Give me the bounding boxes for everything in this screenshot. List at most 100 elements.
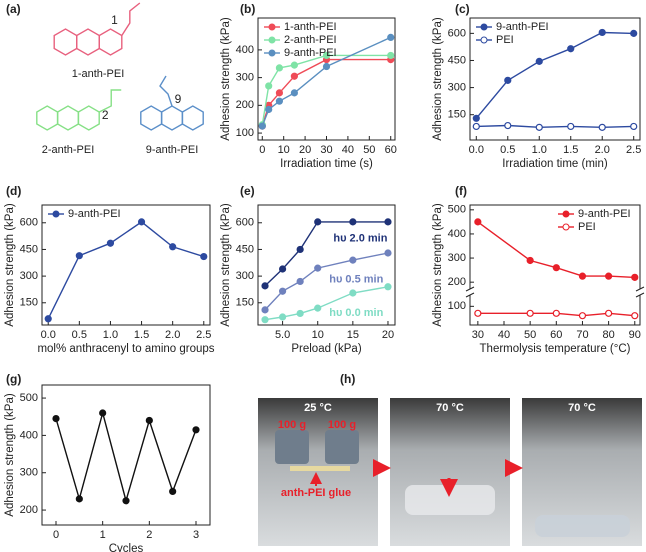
x-tick-label: 40 — [498, 329, 510, 341]
legend-marker — [268, 49, 276, 57]
plot-frame — [41, 204, 211, 326]
x-tick-label: 10 — [312, 329, 324, 341]
ring — [75, 28, 101, 56]
series-line — [477, 221, 635, 279]
x-tick-label: 2.0 — [595, 144, 610, 156]
panel-letter: (g) — [6, 372, 21, 386]
data-point — [631, 312, 639, 320]
y-tick-label: 600 — [448, 27, 466, 39]
data-point — [275, 89, 284, 97]
legend-marker — [480, 36, 488, 44]
data-point — [169, 243, 177, 251]
x-tick-label: 0.5 — [72, 329, 87, 341]
x-axis-title: Thermolysis temperature (°C) — [480, 343, 631, 355]
photo-label: 100 g — [328, 419, 356, 431]
y-tick-label: 200 — [20, 504, 38, 516]
data-point — [278, 313, 287, 321]
y-axis-title: Adhesion strength (kPa) — [220, 203, 232, 327]
data-point — [169, 487, 177, 495]
x-axis-title: Preload (kPa) — [291, 343, 361, 355]
data-point — [598, 123, 606, 131]
data-point — [52, 415, 60, 423]
series-line — [261, 54, 391, 125]
y-tick-label: 150 — [236, 297, 254, 309]
x-tick-label: 1.0 — [103, 329, 118, 341]
data-point — [472, 122, 480, 131]
weight — [535, 515, 630, 537]
legend-label: 1-anth-PEI — [284, 21, 337, 33]
y-tick-label: 500 — [448, 204, 466, 216]
x-tick-label: 2.0 — [165, 329, 180, 341]
plot-frame — [469, 204, 641, 326]
data-point — [322, 62, 331, 71]
axis-break-mark — [465, 292, 475, 298]
x-tick-label: 1 — [100, 529, 106, 541]
legend-label: 9-anth-PEI — [496, 21, 549, 33]
series-line — [264, 252, 389, 311]
ring — [181, 105, 204, 131]
chain — [98, 89, 122, 113]
series-line — [55, 410, 197, 504]
photo-label: 100 g — [278, 419, 306, 431]
y-tick-label: 400 — [20, 429, 38, 441]
data-point — [472, 114, 480, 122]
panel-letter: (h) — [340, 372, 355, 386]
x-tick-label: 1.0 — [532, 144, 547, 156]
x-tick-label: 20 — [382, 329, 394, 341]
data-point — [526, 256, 534, 265]
data-point — [106, 239, 115, 247]
data-point — [261, 306, 269, 314]
y-tick-label: 600 — [236, 217, 254, 229]
ring — [56, 105, 80, 131]
panel-letter: (d) — [6, 184, 21, 198]
x-tick-label: 50 — [524, 329, 536, 341]
x-tick-label: 1.5 — [563, 144, 578, 156]
y-tick-label: 600 — [20, 217, 38, 229]
data-point — [630, 122, 638, 131]
chart: 0.0 0.5 1.0 1.5 2.0 2.5 150 300 450 600 Irradiatio… — [432, 17, 641, 170]
chart: 0 10 20 30 40 50 60 100 200 300 400 Irradiation tim… — [220, 17, 397, 170]
chain — [159, 75, 173, 107]
y-tick-label: 300 — [20, 270, 38, 282]
x-axis-title: mol% anthracenyl to amino groups — [37, 343, 214, 355]
data-point — [290, 61, 298, 69]
y-tick-label: 300 — [20, 467, 38, 479]
legend-marker — [52, 210, 60, 218]
x-tick-label: 15 — [347, 329, 359, 341]
series-line — [476, 124, 634, 129]
data-point — [275, 64, 284, 72]
series-line — [47, 221, 205, 320]
y-tick-label: 200 — [236, 99, 254, 111]
data-point — [526, 309, 534, 317]
data-point — [578, 272, 587, 280]
data-point — [552, 309, 560, 317]
x-tick-label: 60 — [550, 329, 562, 341]
y-axis-title: Adhesion strength (kPa) — [220, 17, 232, 141]
photo-label: anth-PEI glue — [281, 487, 351, 499]
x-tick-label: 10 — [278, 144, 290, 156]
y-axis-title: Adhesion strength (kPa) — [432, 203, 444, 327]
legend-marker — [562, 223, 570, 231]
legend-label: PEI — [578, 221, 596, 233]
x-tick-label: 0.5 — [500, 144, 515, 156]
plot-frame — [257, 204, 396, 326]
photo-label: 70 °C — [436, 402, 464, 414]
x-tick-label: 0.0 — [41, 329, 56, 341]
data-point — [322, 51, 331, 60]
plot-frame — [41, 384, 211, 526]
molecule-label: 9-anth-PEI — [146, 144, 199, 156]
weight — [275, 430, 309, 464]
chart: 30 40 50 60 70 80 90 100 200 300 400 500 Thermolysis… — [432, 203, 645, 355]
ring — [77, 105, 100, 131]
data-point — [535, 123, 543, 131]
series-line — [477, 312, 635, 317]
y-tick-label: 150 — [448, 109, 466, 121]
photo-label: 25 °C — [304, 402, 332, 414]
x-tick-label: 2.5 — [196, 329, 211, 341]
data-point — [387, 51, 395, 60]
x-tick-label: 1.5 — [134, 329, 149, 341]
x-tick-label: 40 — [342, 144, 354, 156]
data-point — [296, 245, 304, 254]
x-tick-label: 2 — [146, 529, 152, 541]
